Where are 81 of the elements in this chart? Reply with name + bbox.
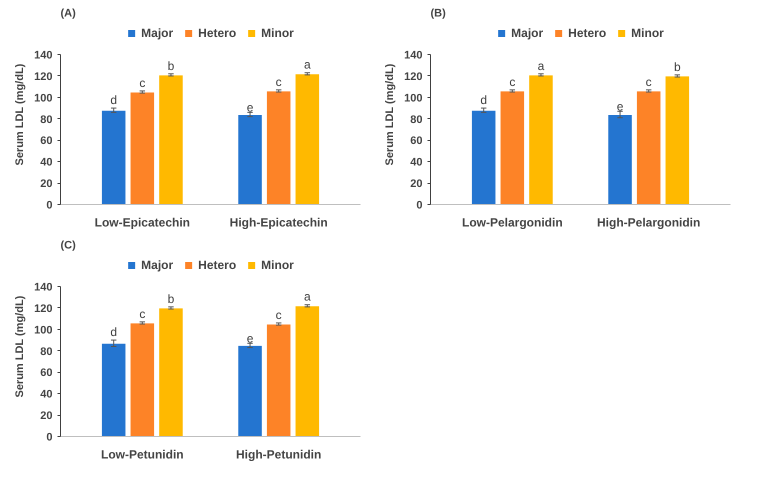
y-tick-label: 140: [34, 50, 53, 62]
bar: [158, 74, 184, 204]
bar: [100, 110, 126, 204]
y-tick-label: 80: [40, 346, 53, 358]
data-label: e: [246, 331, 254, 346]
data-label: b: [168, 292, 175, 306]
legend-label: Hetero: [198, 26, 236, 40]
y-axis-title: Serum LDL (mg/dL): [14, 295, 26, 398]
bar: [636, 90, 662, 204]
bar: [266, 90, 292, 204]
bar: [607, 114, 633, 204]
x-tick-label: High-Pelargonidin: [597, 216, 700, 230]
chart-title: (A): [60, 8, 76, 20]
y-tick-label: 120: [34, 302, 53, 315]
y-tick-label: 100: [34, 324, 53, 336]
y-tick-label: 0: [46, 200, 53, 212]
bar: [237, 344, 263, 436]
y-tick-label: 40: [40, 388, 53, 401]
y-tick-label: 60: [40, 367, 53, 380]
y-tick-label: 40: [40, 156, 53, 169]
data-label: c: [139, 306, 146, 321]
bar: [266, 324, 292, 436]
data-label: c: [276, 308, 282, 322]
bar: [100, 342, 126, 436]
data-label: d: [480, 93, 488, 108]
y-tick-label: 100: [404, 92, 423, 104]
x-tick-label: High-Petunidin: [236, 448, 322, 462]
bar: [500, 90, 526, 204]
y-tick-label: 100: [34, 92, 53, 104]
data-label: a: [304, 58, 311, 72]
data-label: c: [276, 74, 282, 89]
legend-label: Major: [141, 258, 174, 272]
x-tick-label: High-Epicatechin: [230, 216, 328, 230]
y-tick-label: 20: [40, 178, 53, 190]
y-tick-label: 140: [34, 282, 53, 294]
x-tick-label: Low-Petunidin: [100, 448, 184, 462]
y-tick-label: 120: [34, 70, 53, 83]
y-axis-title: Serum LDL (mg/dL): [14, 63, 26, 166]
data-label: d: [110, 93, 118, 108]
y-tick-label: 60: [410, 135, 423, 148]
legend-label: Minor: [261, 26, 294, 40]
y-tick-label: 80: [40, 114, 53, 126]
y-tick-label: 20: [40, 410, 53, 422]
bar: [130, 92, 156, 204]
y-tick-label: 0: [46, 432, 53, 444]
x-tick-label: Low-Epicatechin: [94, 216, 190, 230]
bar: [158, 307, 184, 436]
y-tick-label: 140: [404, 50, 423, 62]
data-label: d: [110, 325, 118, 340]
data-label: b: [674, 60, 681, 74]
x-tick-label: Low-Pelargonidin: [462, 216, 563, 230]
data-label: c: [646, 74, 652, 89]
bar: [528, 74, 554, 204]
data-label: b: [168, 58, 175, 73]
legend-label: Minor: [631, 26, 664, 40]
y-tick-label: 80: [410, 114, 423, 126]
bar: [294, 73, 320, 204]
legend-label: Major: [141, 26, 174, 40]
bar: [294, 305, 320, 436]
y-tick-label: 40: [410, 156, 423, 169]
chart-title: (C): [60, 240, 76, 252]
data-label: a: [538, 58, 545, 73]
legend-label: Minor: [261, 258, 294, 272]
bar: [664, 75, 690, 204]
y-tick-label: 120: [404, 70, 423, 83]
data-label: c: [509, 74, 516, 89]
y-tick-label: 0: [416, 200, 423, 212]
legend-label: Hetero: [198, 258, 236, 272]
y-axis-title: Serum LDL (mg/dL): [384, 63, 396, 166]
data-label: e: [246, 100, 254, 114]
legend-label: Hetero: [568, 26, 606, 40]
legend-label: Major: [511, 26, 544, 40]
data-label: a: [304, 290, 311, 304]
data-label: e: [616, 99, 624, 114]
bar: [470, 110, 496, 204]
chart-title: (B): [430, 8, 446, 20]
y-tick-label: 20: [410, 178, 423, 190]
y-tick-label: 60: [40, 135, 53, 148]
bar: [237, 114, 263, 204]
bar: [130, 322, 156, 436]
data-label: c: [139, 76, 146, 90]
